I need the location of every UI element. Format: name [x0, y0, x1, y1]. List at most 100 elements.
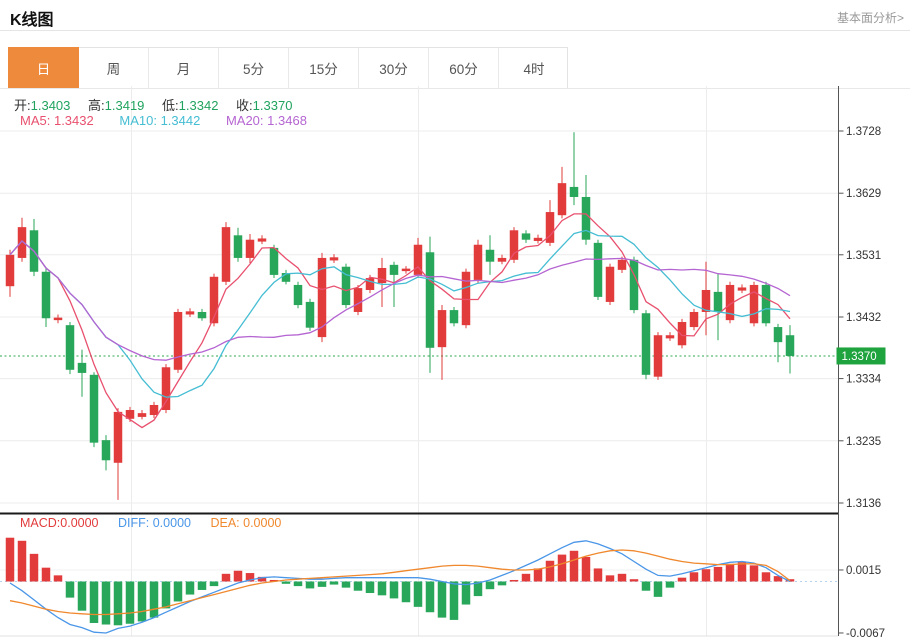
tab-60分[interactable]: 60分 — [429, 48, 499, 88]
high-label: 高: — [88, 98, 105, 113]
price-tick-label: 1.3235 — [846, 436, 881, 448]
candle — [5, 254, 15, 287]
macd-hist-bar — [497, 581, 507, 586]
candle — [17, 227, 27, 258]
candle — [473, 244, 483, 280]
tab-30分[interactable]: 30分 — [359, 48, 429, 88]
ohlc-row: 开:1.3403 高:1.3419 低:1.3342 收:1.3370 — [14, 95, 306, 114]
close-value: 1.3370 — [252, 98, 293, 113]
macd-hist-bar — [125, 581, 135, 624]
candle — [413, 244, 423, 275]
kline-chart[interactable]: 1.3728 1.3629 1.3531 1.3432 1.3334 1.3235 1.31… — [0, 85, 910, 644]
candle — [77, 362, 87, 373]
macd-hist-bar — [725, 563, 735, 582]
tab-5分[interactable]: 5分 — [219, 48, 289, 88]
macd-hist-bar — [665, 581, 675, 588]
macd-hist-bar — [437, 581, 447, 618]
macd-hist-bar — [569, 550, 579, 582]
macd-hist-bar — [53, 575, 63, 582]
macd-hist-bar — [29, 553, 39, 582]
macd-hist-bar — [593, 568, 603, 582]
candle — [353, 288, 363, 312]
low-value: 1.3342 — [178, 98, 219, 113]
price-tick-label: 1.3334 — [846, 374, 882, 386]
tab-4时[interactable]: 4时 — [523, 62, 545, 77]
candle — [149, 404, 159, 416]
macd-hist-bar — [329, 581, 339, 585]
candle — [269, 247, 279, 275]
candle — [533, 237, 543, 241]
ma-row: MA5: 1.3432 MA10: 1.3442 MA20: 1.3468 — [20, 113, 329, 128]
candle — [545, 212, 555, 243]
candle — [329, 257, 339, 261]
macd-hist-bar — [149, 581, 159, 618]
macd-tick-label: -0.0067 — [846, 628, 885, 640]
candle — [449, 310, 459, 324]
macd-tick-label: 0.0015 — [846, 565, 881, 577]
macd-hist-bar — [353, 581, 363, 591]
tab-15分[interactable]: 15分 — [289, 48, 359, 88]
current-price-badge — [836, 347, 886, 365]
macd-hist-bar — [389, 581, 399, 599]
candle — [377, 267, 387, 284]
macd-hist-bar — [269, 579, 279, 582]
open-label: 开: — [14, 98, 31, 113]
page-title: K线图 — [10, 12, 54, 29]
candle — [245, 239, 255, 258]
fundamental-analysis-link[interactable]: 基本面分析> — [836, 11, 904, 25]
macd-hist-bar — [89, 581, 99, 623]
candle — [257, 238, 267, 242]
candle — [617, 259, 627, 270]
macd-hist-bar — [257, 576, 267, 582]
macd-hist-bar — [425, 581, 435, 613]
macd-hist-bar — [365, 581, 375, 594]
macd-hist-bar — [641, 581, 651, 591]
candle — [233, 235, 243, 258]
candle — [341, 266, 351, 306]
macd-hist-bar — [449, 581, 459, 620]
candle — [113, 411, 123, 463]
high-value: 1.3419 — [104, 98, 145, 113]
price-tick-label: 1.3136 — [846, 498, 881, 510]
macd-hist-bar — [509, 579, 519, 582]
candle — [713, 291, 723, 312]
candle — [221, 227, 231, 282]
open-value: 1.3403 — [30, 98, 71, 113]
tab-周[interactable]: 周 — [79, 48, 149, 88]
candle — [665, 335, 675, 339]
price-tick-label: 1.3728 — [846, 126, 881, 138]
header-divider — [0, 30, 910, 31]
macd-hist-bar — [605, 575, 615, 582]
candle — [581, 196, 591, 240]
ma10-line — [9, 229, 791, 398]
price-tick-label: 1.3531 — [846, 250, 881, 262]
tab-月[interactable]: 月 — [149, 48, 219, 88]
ma10-label: MA10: — [119, 113, 157, 128]
macd-value: 0.0000 — [60, 516, 99, 530]
macd-hist-bar — [137, 581, 147, 622]
candle — [689, 311, 699, 328]
candle — [653, 335, 663, 377]
candle — [749, 284, 759, 324]
candle — [101, 440, 111, 461]
close-label: 收: — [236, 98, 253, 113]
macd-hist-bar — [545, 560, 555, 582]
macd-hist-bar — [701, 569, 711, 582]
price-tick-label: 1.3629 — [846, 188, 881, 200]
tab-日[interactable]: 日 — [8, 47, 79, 89]
macd-hist-bar — [533, 568, 543, 582]
macd-hist-bar — [245, 573, 255, 582]
macd-hist-bar — [677, 577, 687, 582]
price-tick-label: 1.3432 — [846, 312, 881, 324]
candle — [365, 278, 375, 290]
candle — [161, 367, 171, 410]
macd-hist-bar — [221, 573, 231, 582]
candle — [761, 284, 771, 324]
candle — [53, 317, 63, 321]
dea-value: 0.0000 — [243, 516, 282, 530]
candle — [125, 410, 135, 419]
macd-hist-bar — [749, 565, 759, 582]
macd-hist-bar — [101, 581, 111, 625]
candle — [629, 259, 639, 311]
macd-hist-bar — [461, 581, 471, 605]
